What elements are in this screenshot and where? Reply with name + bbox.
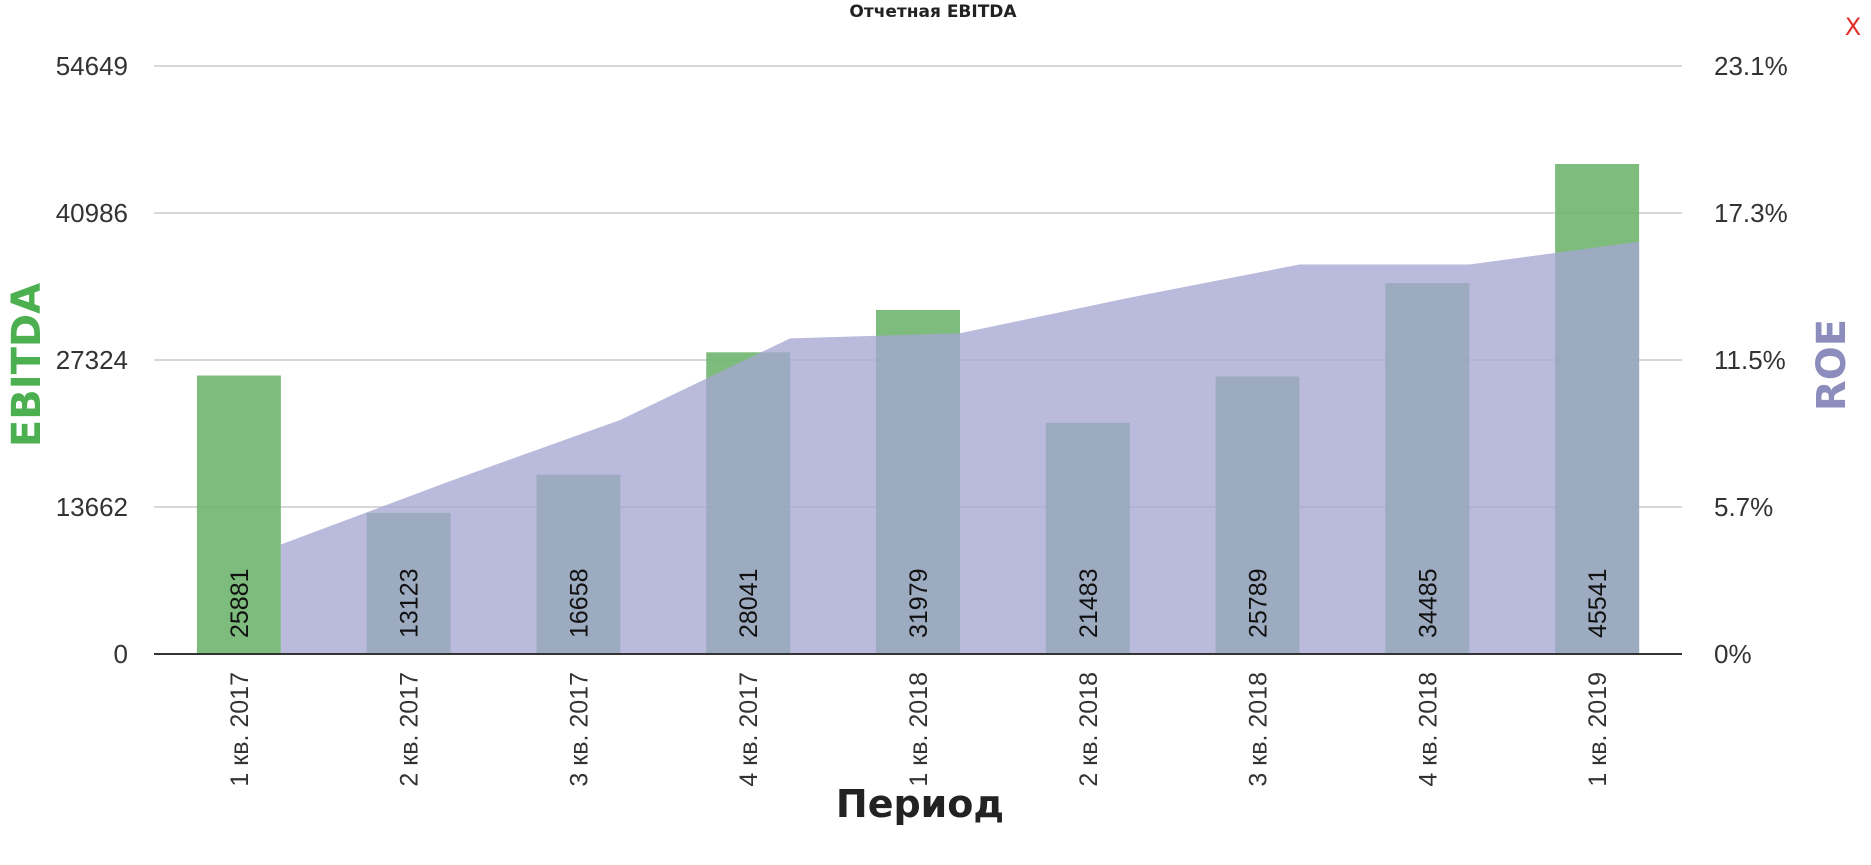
- x-tick-label: 1 кв. 2018: [905, 672, 933, 787]
- y2-tick-label: 17.3%: [1714, 198, 1788, 228]
- ebitda-bar: [196, 375, 281, 654]
- y-axis-title-right: ROE: [1809, 319, 1855, 411]
- bar-value-label: 16658: [565, 568, 593, 638]
- chart-title: Отчетная EBITDA: [849, 2, 1017, 22]
- x-axis-ticks: 1 кв. 2017 2 кв. 2017 3 кв. 2017 4 кв. 2017…: [226, 672, 1612, 787]
- roe-area: [280, 241, 1640, 655]
- bar-value-label: 34485: [1414, 568, 1442, 638]
- y2-tick-label: 23.1%: [1714, 51, 1788, 81]
- roe-area-series: [280, 241, 1640, 655]
- bar-value-label: 31979: [905, 568, 933, 638]
- left-y-axis-ticks: 0 13662 27324 40986 54649: [56, 51, 128, 669]
- x-tick-label: 2 кв. 2017: [396, 672, 424, 787]
- bar-value-label: 45541: [1584, 568, 1612, 638]
- y2-tick-label: 5.7%: [1714, 492, 1773, 522]
- x-tick-label: 3 кв. 2018: [1245, 672, 1273, 787]
- close-button[interactable]: X: [1845, 13, 1861, 41]
- y-tick-label: 13662: [56, 492, 128, 522]
- x-tick-label: 4 кв. 2018: [1414, 672, 1442, 787]
- x-axis-title: Период: [836, 782, 1004, 826]
- bar-value-label: 25881: [226, 568, 254, 638]
- x-tick-label: 2 кв. 2018: [1075, 672, 1103, 787]
- y2-tick-label: 0%: [1714, 639, 1752, 669]
- y2-tick-label: 11.5%: [1714, 345, 1786, 375]
- x-tick-label: 1 кв. 2017: [226, 672, 254, 787]
- right-y-axis-ticks: 0% 5.7% 11.5% 17.3% 23.1%: [1714, 51, 1788, 669]
- x-tick-label: 4 кв. 2017: [735, 672, 763, 787]
- bar-value-label: 25789: [1245, 568, 1273, 638]
- x-tick-label: 3 кв. 2017: [565, 672, 593, 787]
- bar-value-label: 28041: [735, 568, 763, 638]
- y-tick-label: 40986: [56, 198, 128, 228]
- y-tick-label: 0: [114, 639, 128, 669]
- bar-value-labels: 25881 13123 16658 28041 31979 21483 25789 34485…: [226, 568, 1612, 638]
- bar-value-label: 21483: [1075, 568, 1103, 638]
- y-tick-label: 27324: [56, 345, 128, 375]
- y-tick-label: 54649: [56, 51, 128, 81]
- y-axis-title-left: EBITDA: [4, 283, 50, 447]
- bar-value-label: 13123: [396, 568, 424, 638]
- x-tick-label: 1 кв. 2019: [1584, 672, 1612, 787]
